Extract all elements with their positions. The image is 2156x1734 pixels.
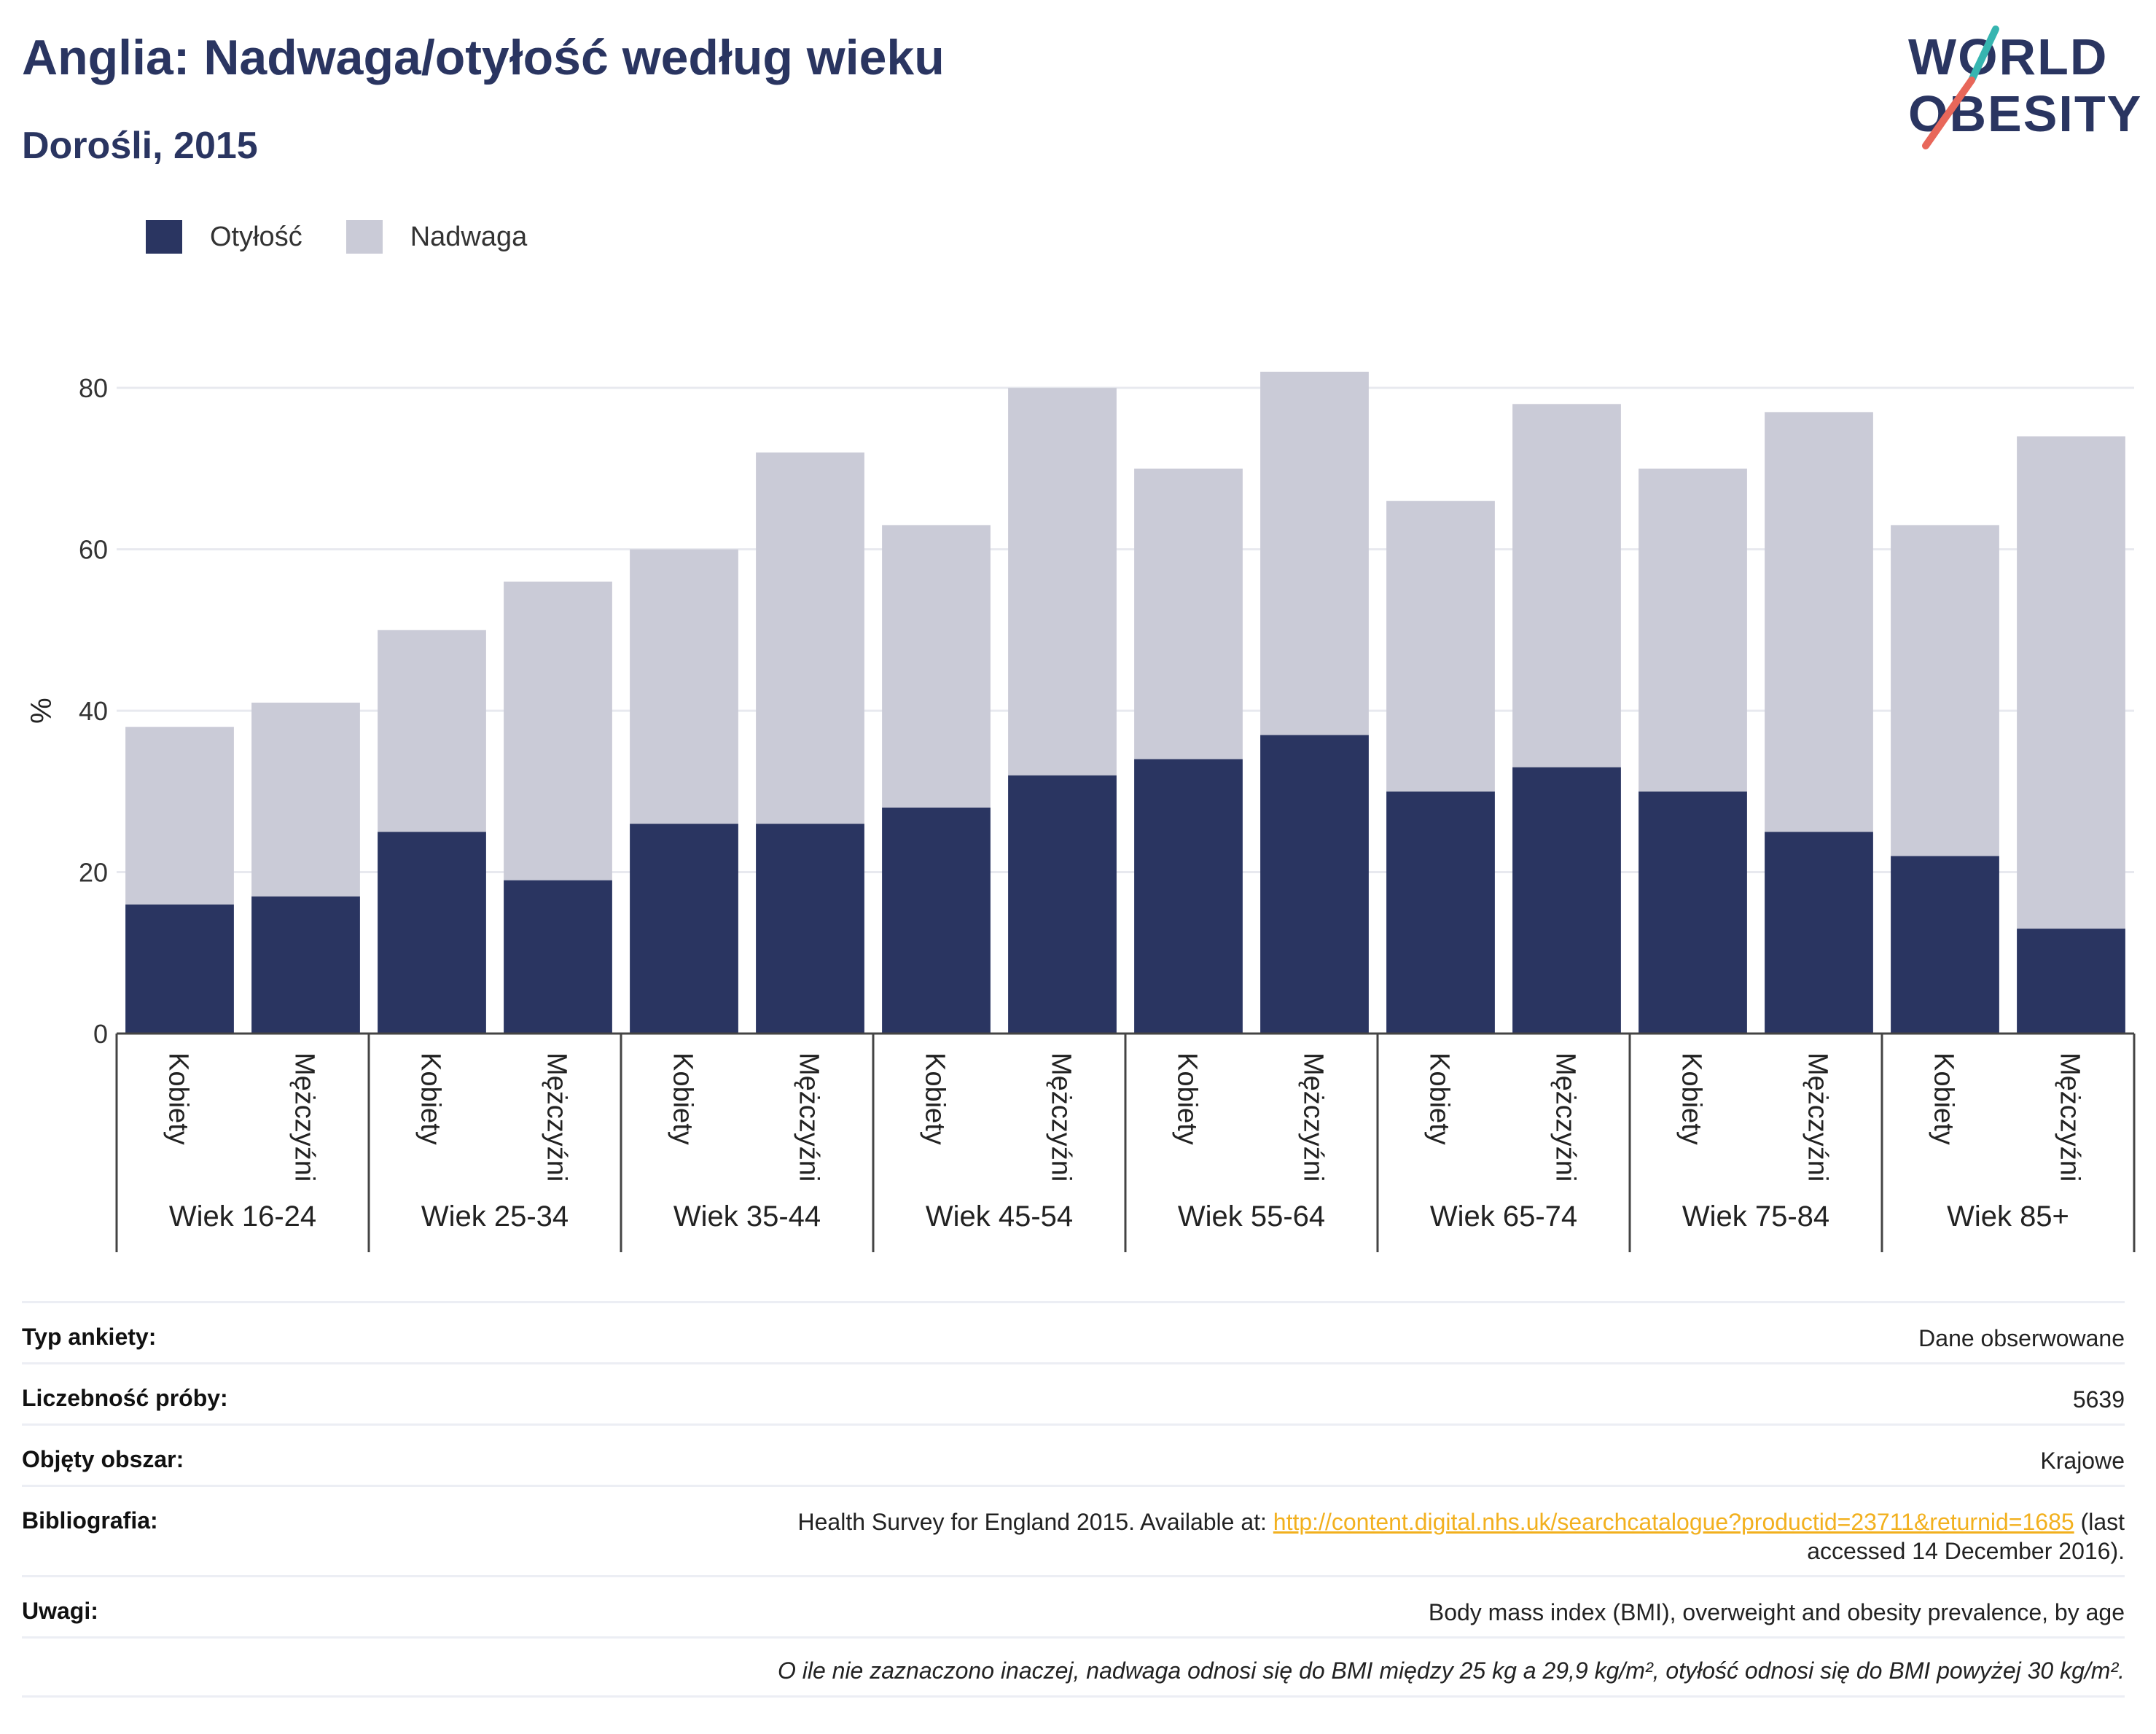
bar-overweight (1512, 404, 1621, 768)
x-sub-tick-label: Kobiety (1172, 1052, 1203, 1145)
meta-row-notes: Uwagi: Body mass index (BMI), overweight… (22, 1575, 2125, 1636)
page-subtitle: Dorośli, 2015 (22, 125, 258, 167)
world-obesity-logo: WORLD OBESITY (1908, 26, 2142, 149)
x-group-label: Wiek 25-34 (421, 1200, 569, 1233)
bibliography-text-tail: (last (2074, 1509, 2125, 1535)
bibliography-text: Health Survey for England 2015. Availabl… (797, 1509, 1273, 1535)
bar-overweight (251, 703, 360, 897)
bar-overweight (1386, 501, 1495, 792)
bar-obesity (756, 824, 864, 1034)
x-group-label: Wiek 85+ (1947, 1200, 2069, 1233)
x-sub-tick-label: Kobiety (668, 1052, 698, 1145)
legend: Otyłość Nadwaga (146, 219, 571, 255)
bar-overweight (1765, 412, 1873, 832)
logo-line-1: WORLD (1908, 28, 2108, 85)
bar-obesity (1134, 759, 1243, 1034)
bar-overweight (2017, 436, 2125, 929)
meta-value-notes: Body mass index (BMI), overweight and ob… (1428, 1599, 2125, 1625)
x-sub-tick-label: Mężczyźni (1298, 1052, 1329, 1182)
bar-obesity (125, 904, 234, 1034)
x-sub-tick-label: Kobiety (1424, 1052, 1455, 1145)
bar-obesity (1891, 856, 1999, 1034)
meta-key-sample-size: Liczebność próby: (22, 1385, 228, 1411)
x-sub-tick-label: Kobiety (163, 1052, 194, 1145)
meta-value-survey-type: Dane obserwowane (1918, 1325, 2125, 1351)
logo-slash-coral (1922, 77, 1975, 149)
x-sub-tick-label: Kobiety (415, 1052, 446, 1145)
bibliography-text-accessed: accessed 14 December 2016). (1807, 1538, 2125, 1564)
x-sub-tick-label: Kobiety (1676, 1052, 1707, 1145)
y-axis-label: % (26, 698, 58, 724)
bibliography-link[interactable]: http://content.digital.nhs.uk/searchcata… (1273, 1509, 2074, 1535)
bar-obesity (1512, 767, 1621, 1034)
bar-obesity (504, 880, 612, 1034)
bar-overweight (1008, 388, 1117, 776)
x-sub-tick-label: Mężczyźni (794, 1052, 824, 1182)
x-group-label: Wiek 65-74 (1430, 1200, 1577, 1233)
meta-key-survey-type: Typ ankiety: (22, 1324, 157, 1350)
bar-obesity (1765, 832, 1873, 1034)
bar-overweight (882, 525, 991, 808)
legend-label-obesity: Otyłość (210, 221, 302, 252)
x-group-label: Wiek 35-44 (673, 1200, 821, 1233)
bar-overweight (1891, 525, 1999, 856)
meta-row-bibliography: Bibliografia: Health Survey for England … (22, 1485, 2125, 1575)
x-group-label: Wiek 45-54 (926, 1200, 1073, 1233)
meta-key-bibliography: Bibliografia: (22, 1507, 158, 1534)
x-group-label: Wiek 55-64 (1178, 1200, 1325, 1233)
footnote: O ile nie zaznaczono inaczej, nadwaga od… (22, 1636, 2125, 1698)
bar-obesity (882, 807, 991, 1034)
legend-item-obesity[interactable]: Otyłość (146, 220, 302, 254)
y-tick-label: 20 (79, 858, 108, 888)
meta-row-survey-type: Typ ankiety: Dane obserwowane (22, 1301, 2125, 1362)
bar-overweight (125, 727, 234, 905)
stacked-bar-chart: 0 20 40 60 80% Kobiety Mężczyźni Kobiety Mężczyź… (26, 372, 2136, 1252)
bar-obesity (1639, 791, 1747, 1034)
logo-slash-teal (1968, 26, 1999, 84)
bar-overweight (1134, 468, 1243, 759)
bar-obesity (1008, 775, 1117, 1034)
meta-key-area: Objęty obszar: (22, 1446, 184, 1472)
y-tick-label: 80 (79, 373, 108, 403)
logo-line-2: OBESITY (1908, 85, 2142, 142)
x-sub-tick-label: Mężczyźni (1550, 1052, 1581, 1182)
x-group-label: Wiek 16-24 (169, 1200, 316, 1233)
meta-value-sample-size: 5639 (2072, 1386, 2125, 1413)
meta-value-area: Krajowe (2040, 1448, 2125, 1474)
meta-row-sample-size: Liczebność próby: 5639 (22, 1362, 2125, 1423)
y-tick-label: 40 (79, 696, 108, 726)
x-sub-tick-label: Mężczyźni (2055, 1052, 2085, 1182)
bar-overweight (630, 549, 738, 824)
bar-overweight (504, 581, 612, 880)
meta-key-notes: Uwagi: (22, 1598, 98, 1624)
legend-label-overweight: Nadwaga (410, 221, 528, 252)
bar-obesity (1260, 735, 1369, 1034)
x-sub-tick-label: Mężczyźni (1802, 1052, 1833, 1182)
bar-obesity (630, 824, 738, 1034)
legend-swatch-overweight (345, 220, 383, 254)
meta-row-area: Objęty obszar: Krajowe (22, 1423, 2125, 1485)
bar-overweight (1260, 372, 1369, 735)
bar-overweight (756, 452, 864, 824)
page-title: Anglia: Nadwaga/otyłość według wieku (22, 30, 945, 85)
legend-swatch-obesity (146, 220, 182, 254)
x-sub-tick-label: Mężczyźni (542, 1052, 572, 1182)
x-sub-tick-label: Kobiety (920, 1052, 950, 1145)
y-tick-label: 0 (93, 1019, 108, 1049)
legend-item-overweight[interactable]: Nadwaga (345, 220, 528, 254)
x-sub-tick-label: Kobiety (1929, 1052, 1959, 1145)
y-tick-label: 60 (79, 535, 108, 565)
x-group-label: Wiek 75-84 (1682, 1200, 1829, 1233)
bar-obesity (251, 896, 360, 1034)
meta-value-bibliography: Health Survey for England 2015. Availabl… (798, 1507, 2125, 1566)
x-sub-tick-label: Mężczyźni (289, 1052, 320, 1182)
bar-obesity (1386, 791, 1495, 1034)
bar-overweight (1639, 468, 1747, 792)
bar-obesity (378, 832, 486, 1034)
bar-obesity (2017, 929, 2125, 1034)
bar-overweight (378, 630, 486, 832)
x-sub-tick-label: Mężczyźni (1046, 1052, 1077, 1182)
metadata-table: Typ ankiety: Dane obserwowane Liczebność… (22, 1301, 2125, 1698)
